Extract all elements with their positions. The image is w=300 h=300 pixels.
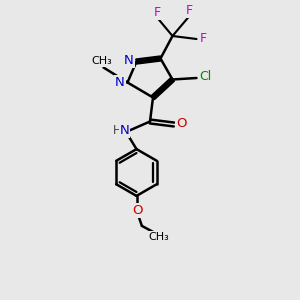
Text: N: N <box>115 76 125 89</box>
Text: O: O <box>132 204 142 218</box>
Text: F: F <box>186 4 193 17</box>
Text: CH₃: CH₃ <box>92 56 112 66</box>
Text: N: N <box>120 124 129 137</box>
Text: H: H <box>113 124 122 137</box>
Text: O: O <box>176 117 187 130</box>
Text: F: F <box>200 32 207 46</box>
Text: N: N <box>124 53 134 67</box>
Text: Cl: Cl <box>199 70 211 83</box>
Text: F: F <box>153 5 161 19</box>
Text: CH₃: CH₃ <box>148 232 170 242</box>
